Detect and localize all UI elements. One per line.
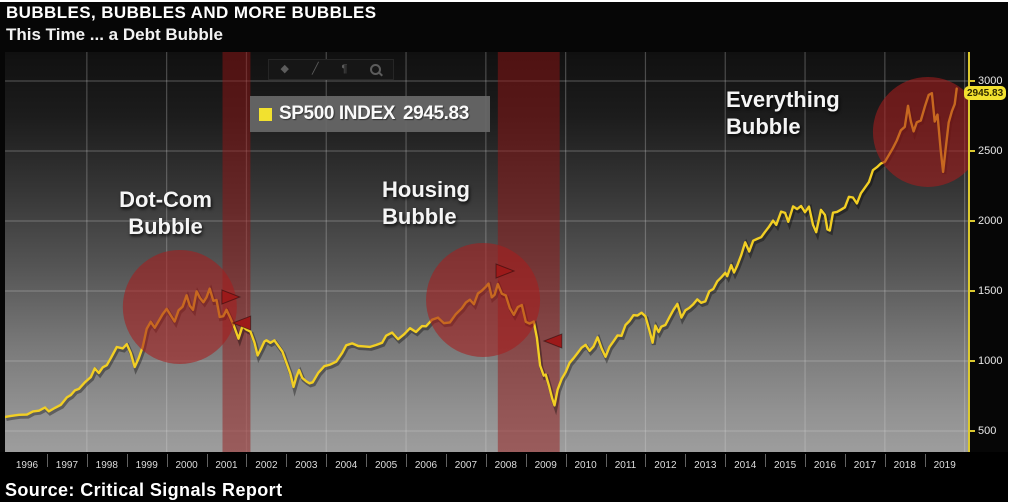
x-tick-label: 2007: [454, 460, 478, 471]
y-tick-label: 1500: [978, 285, 1003, 297]
x-tick-label: 2010: [574, 460, 597, 471]
annotation-line: Everything: [726, 87, 840, 112]
x-tick-label: 2004: [335, 460, 358, 471]
x-tick-separator: [406, 454, 408, 467]
bloomberg-chart-panel: BUBBLES, BUBBLES AND MORE BUBBLES This T…: [0, 2, 1008, 502]
annotation-housing-bubble: Housing Bubble: [382, 176, 512, 230]
x-tick-label: 2008: [494, 460, 517, 471]
x-tick-label: 2002: [255, 460, 278, 471]
x-tick-separator: [805, 454, 807, 467]
series-last-value: 2945.83: [403, 103, 469, 124]
y-tick: [968, 360, 975, 362]
x-axis: 1996 1997 1998 1999 2000 2001 2002 2003 2004 2005…: [0, 452, 1008, 480]
x-tick-separator: [645, 454, 647, 467]
x-tick-label: 1999: [135, 460, 158, 471]
x-tick-separator: [924, 454, 926, 467]
x-tick-separator: [884, 454, 886, 467]
x-tick-separator: [565, 454, 567, 467]
x-tick-label: 2015: [773, 460, 797, 471]
x-tick-label: 2000: [175, 460, 198, 471]
page-title: BUBBLES, BUBBLES AND MORE BUBBLES: [6, 3, 377, 22]
x-tick-separator: [166, 454, 168, 467]
x-tick-label: 2011: [614, 460, 637, 471]
x-tick-separator: [525, 454, 527, 467]
last-price-tag: 2945.83: [964, 86, 1007, 100]
annotation-dotcom-bubble: Dot-Com Bubble: [88, 186, 243, 240]
annotation-line: Housing: [382, 177, 470, 202]
x-tick-separator: [605, 454, 607, 467]
annotation-line: Bubble: [382, 204, 457, 229]
series-legend[interactable]: SP500 INDEX 2945.83: [250, 96, 490, 132]
x-tick-label: 1998: [95, 460, 118, 471]
x-tick-separator: [765, 454, 767, 467]
x-tick-separator: [86, 454, 88, 467]
x-tick-separator: [685, 454, 687, 467]
crosshair-icon[interactable]: ◆: [280, 63, 289, 75]
y-tick-label: 2500: [978, 145, 1003, 157]
y-tick: [968, 80, 975, 82]
x-tick-label: 2017: [853, 460, 877, 471]
chart-toolbar: ◆ ╱ ¶: [268, 59, 394, 80]
x-tick-separator: [326, 454, 328, 467]
page-subtitle: This Time ... a Debt Bubble: [6, 25, 223, 44]
y-tick: [968, 290, 975, 292]
y-axis: [968, 52, 970, 453]
x-tick-label: 2018: [893, 460, 916, 471]
x-tick-label: 2005: [374, 460, 398, 471]
x-tick-label: 1996: [15, 460, 39, 471]
series-marker-icon: [259, 107, 272, 121]
price-line-chart: [5, 52, 968, 452]
x-tick-label: 2016: [813, 460, 837, 471]
y-tick: [968, 150, 975, 152]
x-tick-label: 2012: [654, 460, 677, 471]
annotation-icon[interactable]: ¶: [341, 63, 348, 75]
x-tick-separator: [206, 454, 208, 467]
x-tick-label: 2013: [694, 460, 717, 471]
y-tick-label: 1000: [978, 355, 1003, 367]
y-tick-label: 3000: [978, 75, 1003, 87]
x-tick-label: 2001: [215, 460, 238, 471]
x-tick-label: 2006: [414, 460, 438, 471]
pencil-icon[interactable]: ╱: [311, 63, 319, 75]
y-tick: [968, 220, 975, 222]
annotation-everything-bubble: Everything Bubble: [726, 86, 906, 140]
x-tick-separator: [286, 454, 288, 467]
x-tick-separator: [46, 454, 48, 467]
y-tick: [968, 430, 975, 432]
x-tick-separator: [485, 454, 487, 467]
x-tick-label: 2003: [295, 460, 318, 471]
x-tick-separator: [366, 454, 368, 467]
series-label: SP500 INDEX: [279, 103, 395, 124]
y-tick-label: 2000: [978, 215, 1003, 227]
x-tick-separator: [246, 454, 248, 467]
x-tick-label: 2009: [534, 460, 557, 471]
source-credit: Source: Critical Signals Report: [5, 480, 283, 500]
magnifier-icon[interactable]: [370, 64, 382, 75]
x-tick-separator: [844, 454, 846, 467]
annotation-line: Bubble: [128, 214, 203, 239]
annotation-line: Dot-Com: [119, 187, 212, 212]
footer-band: [0, 479, 1008, 502]
x-tick-label: 2014: [734, 460, 757, 471]
x-tick-separator: [725, 454, 727, 467]
x-tick-separator: [445, 454, 447, 467]
x-tick-label: 1997: [55, 460, 79, 471]
x-tick-label: 2019: [933, 460, 956, 471]
annotation-line: Bubble: [726, 114, 801, 139]
y-tick-label: 500: [978, 425, 997, 437]
x-tick-separator: [126, 454, 128, 467]
